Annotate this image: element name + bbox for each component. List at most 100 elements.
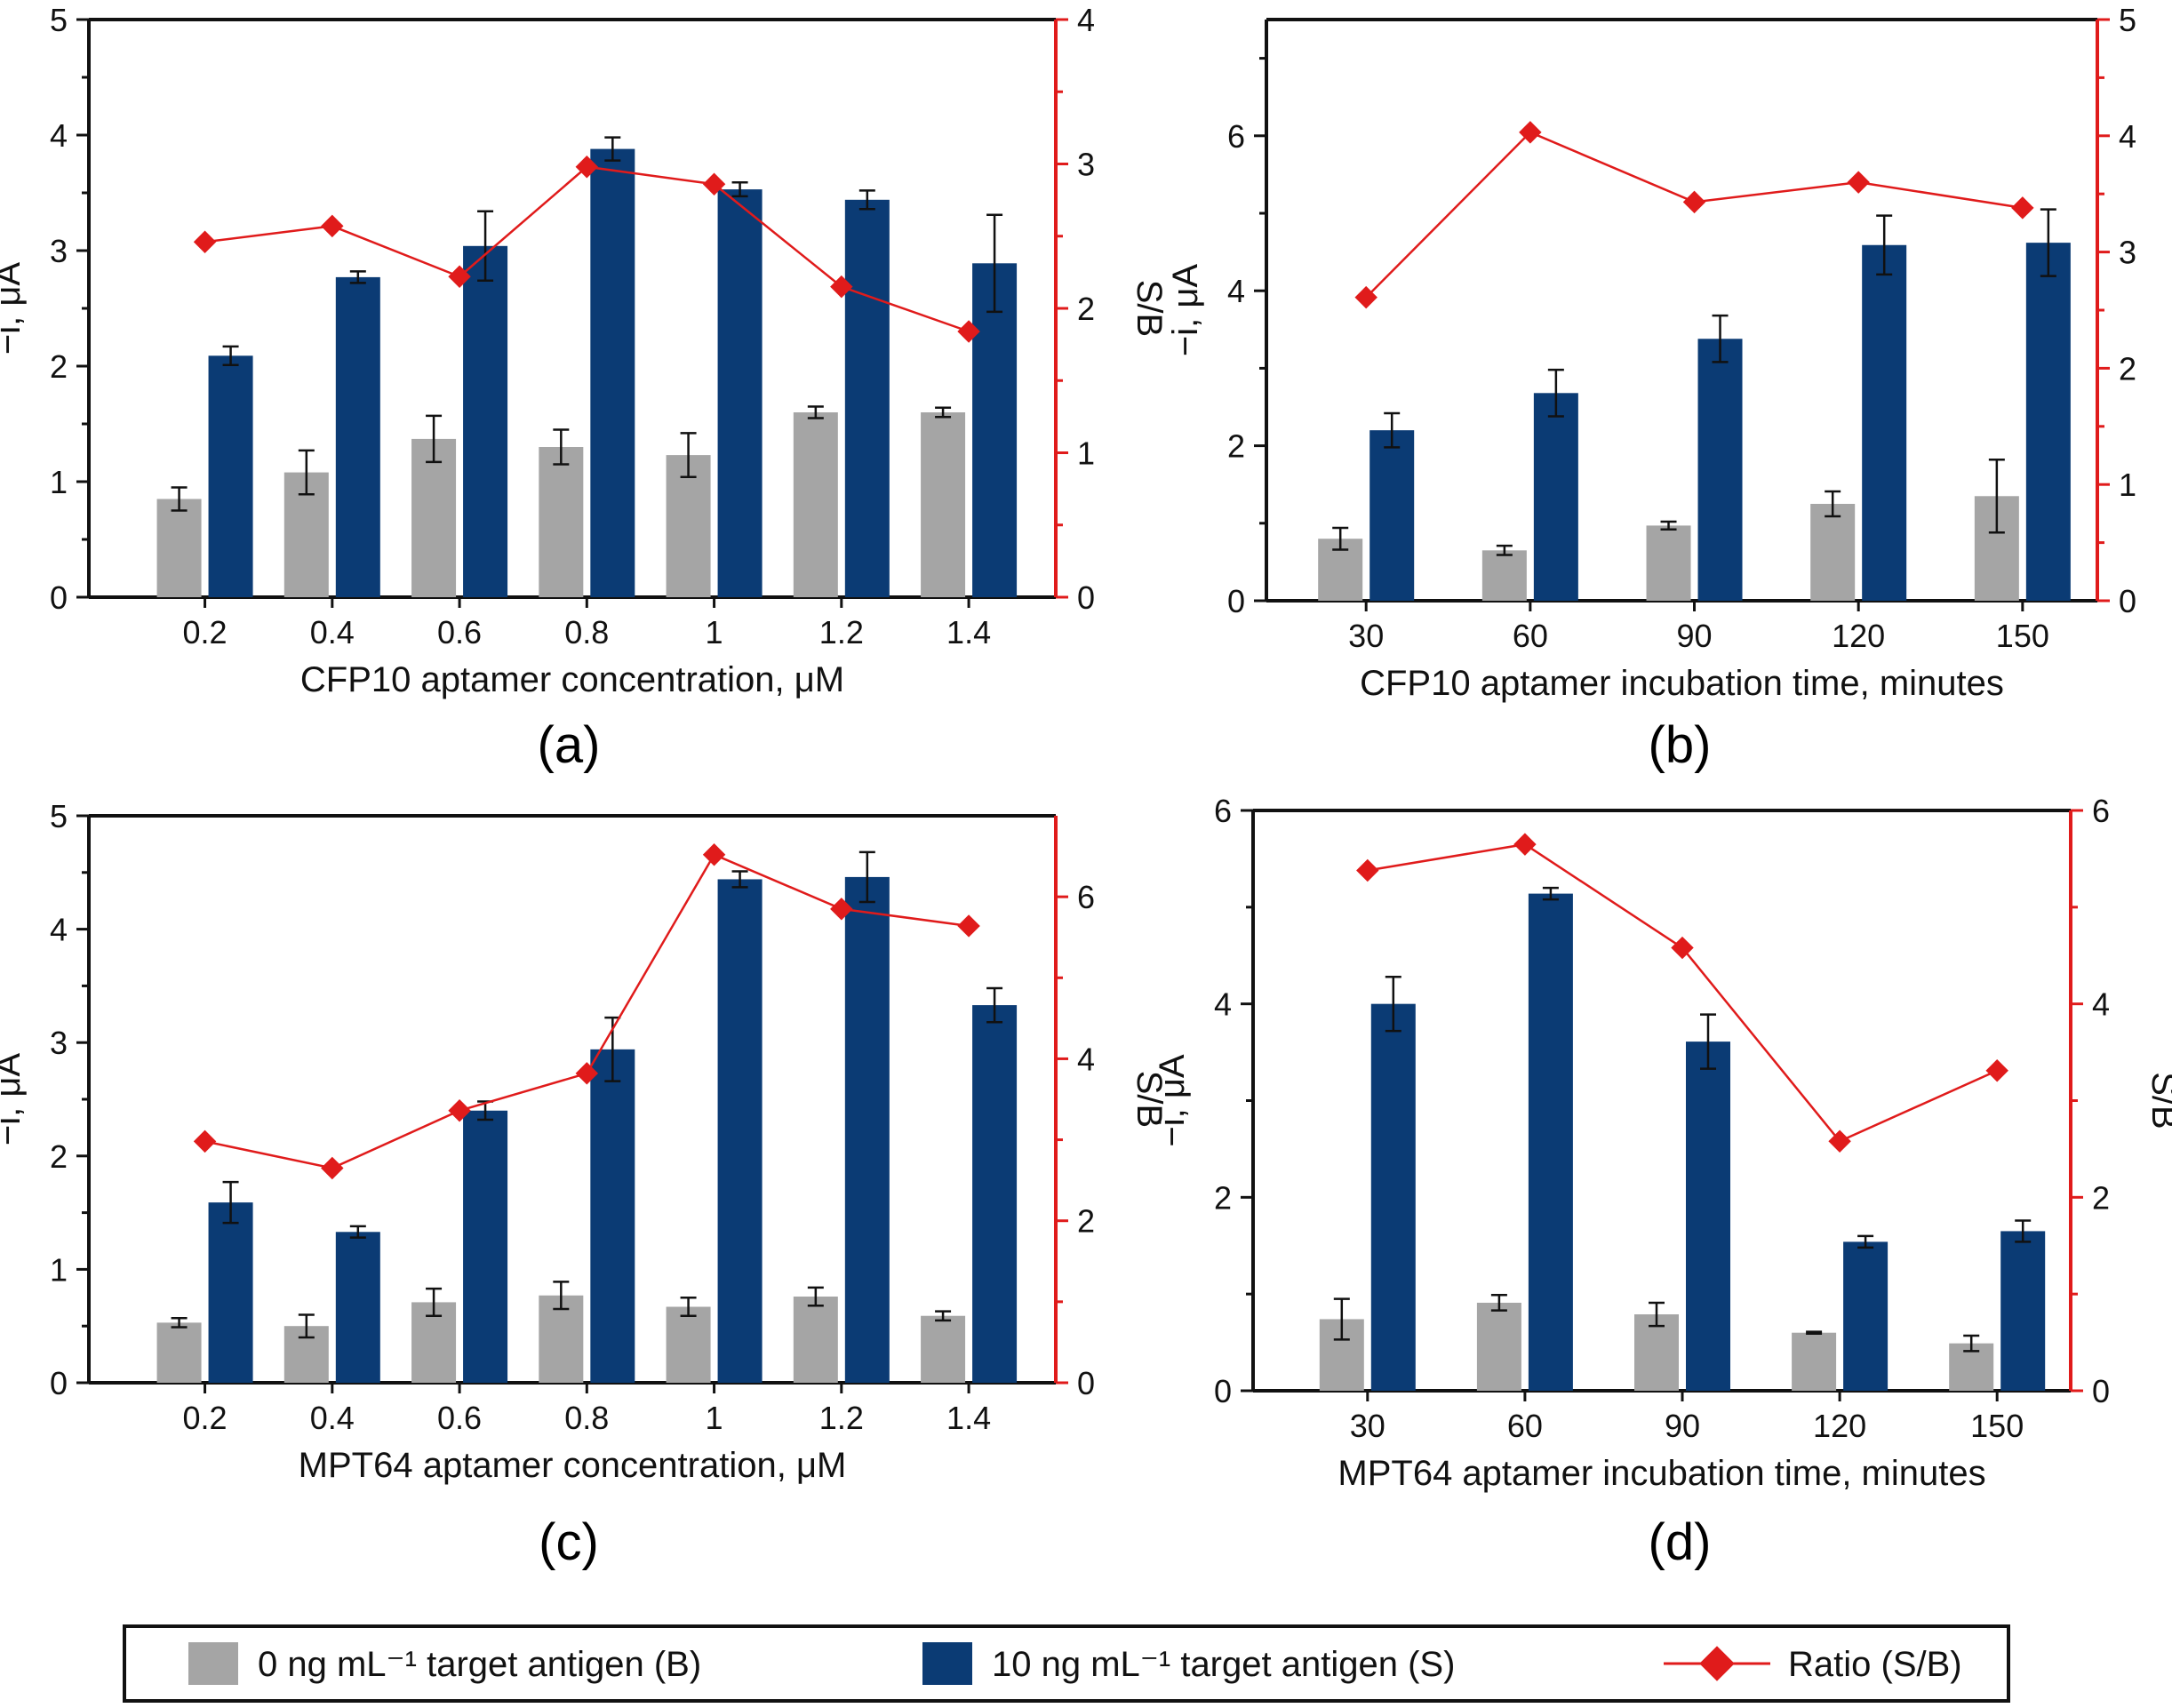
y2-tick-label: 2: [2092, 1179, 2110, 1216]
bar-signal: [1369, 430, 1415, 601]
x-tick-label: 0.4: [310, 1400, 355, 1436]
y-tick-label: 5: [50, 798, 68, 834]
y2-tick-label: 5: [2119, 2, 2136, 38]
y2-tick-label: 2: [2119, 350, 2136, 387]
y2-tick-label: 4: [1077, 1041, 1095, 1077]
y2-tick-label: 2: [1077, 1203, 1095, 1240]
bar-signal: [717, 879, 763, 1383]
ratio-marker: [1985, 1059, 2008, 1082]
y2-tick-label: 4: [2092, 986, 2110, 1023]
y2-tick-label: 1: [2119, 467, 2136, 503]
y2-axis-label: S/B: [1130, 1071, 1169, 1128]
bar-signal: [717, 189, 763, 597]
y-tick-label: 0: [50, 1365, 68, 1401]
bar-signal: [335, 276, 380, 597]
x-tick-label: 1.2: [819, 614, 864, 650]
legend-label-ratio: Ratio (S/B): [1788, 1645, 1962, 1684]
bar-signal: [1697, 339, 1743, 601]
y2-tick-label: 4: [1077, 2, 1095, 38]
bar-blank: [156, 1322, 202, 1383]
ratio-marker: [702, 172, 726, 196]
bar-signal: [1533, 393, 1578, 601]
ratio-marker: [321, 214, 344, 238]
y-tick-label: 3: [50, 233, 68, 269]
y-tick-label: 2: [1214, 1179, 1232, 1216]
x-axis-label: CFP10 aptamer incubation time, minutes: [1360, 664, 2004, 703]
bar-blank: [793, 1297, 838, 1383]
bar-signal: [1862, 244, 1907, 601]
y2-tick-label: 3: [2119, 235, 2136, 271]
x-tick-label: 150: [1970, 1408, 2024, 1444]
y-tick-label: 6: [1227, 118, 1245, 155]
ratio-marker: [1513, 833, 1537, 856]
y2-tick-label: 0: [1077, 579, 1095, 616]
x-tick-label: 0.2: [183, 1400, 228, 1436]
y2-tick-label: 0: [2119, 583, 2136, 619]
y-axis-label: −i, μA: [1166, 264, 1205, 357]
bar-blank: [1481, 550, 1527, 601]
bar-blank: [1634, 1314, 1679, 1391]
ratio-marker: [1847, 171, 1870, 194]
bar-blank: [666, 455, 711, 597]
ratio-marker: [321, 1156, 344, 1180]
x-tick-label: 120: [1832, 618, 1885, 654]
ratio-marker: [957, 914, 980, 938]
x-tick-label: 0.8: [564, 614, 609, 650]
ratio-line: [1365, 131, 2024, 299]
ratio-marker: [830, 275, 853, 299]
ratio-marker: [575, 156, 599, 179]
bar-blank: [921, 412, 966, 597]
legend-swatch-blank: [188, 1642, 238, 1685]
y-tick-label: 0: [1227, 583, 1245, 619]
bar-signal: [208, 355, 253, 597]
bar-signal: [463, 245, 508, 597]
y2-tick-label: 2: [1077, 291, 1095, 327]
y-axis-label: −i, μA: [1153, 1054, 1192, 1147]
bar-blank: [539, 447, 584, 597]
bar-signal: [590, 148, 635, 597]
bar-blank: [666, 1306, 711, 1383]
x-tick-label: 90: [1665, 1408, 1700, 1444]
y-axis-label: −i, μA: [0, 1053, 28, 1146]
y2-axis-label: S/B: [1130, 280, 1169, 337]
x-tick-label: 1: [706, 1400, 723, 1436]
y-tick-label: 4: [50, 117, 68, 154]
bar-blank: [156, 499, 202, 597]
bar-signal: [844, 876, 890, 1383]
panel-label: (a): [538, 716, 601, 774]
y-tick-label: 5: [50, 2, 68, 38]
x-tick-label: 30: [1350, 1408, 1385, 1444]
bar-blank: [921, 1315, 966, 1383]
panel-label: (c): [539, 1513, 599, 1571]
y2-tick-label: 3: [1077, 147, 1095, 183]
ratio-marker: [1671, 936, 1694, 960]
x-tick-label: 30: [1348, 618, 1384, 654]
bar-blank: [1810, 504, 1856, 601]
ratio-marker: [830, 898, 853, 921]
legend: 0 ng mL⁻¹ target antigen (B) 10 ng mL⁻¹ …: [123, 1624, 2010, 1703]
ratio-marker: [193, 230, 217, 253]
x-tick-label: 120: [1813, 1408, 1866, 1444]
y-tick-label: 1: [50, 464, 68, 500]
y2-tick-label: 1: [1077, 435, 1095, 472]
y-axis-label: −i, μA: [0, 262, 28, 355]
legend-marker-ratio: [1699, 1646, 1735, 1681]
panel-label: (b): [1649, 716, 1712, 774]
y-tick-label: 2: [1227, 428, 1245, 465]
bar-signal: [590, 1049, 635, 1383]
ratio-marker: [2011, 196, 2034, 219]
x-tick-label: 1.4: [946, 614, 991, 650]
x-tick-label: 150: [1996, 618, 2049, 654]
bar-signal: [208, 1202, 253, 1383]
bar-signal: [463, 1110, 508, 1383]
y-tick-label: 2: [50, 348, 68, 385]
x-tick-label: 1: [706, 614, 723, 650]
legend-label-signal: 10 ng mL⁻¹ target antigen (S): [992, 1645, 1455, 1684]
x-tick-label: 1.2: [819, 1400, 864, 1436]
chart-panel-c: 0 1 2 3 4 5 0 2 4 6 0.2 0.4 0.6 0.8 1 1.2 1.4 −i, μA S/B MP…: [0, 798, 1169, 1571]
panel-label: (d): [1649, 1513, 1712, 1571]
legend-label-blank: 0 ng mL⁻¹ target antigen (B): [258, 1645, 701, 1684]
